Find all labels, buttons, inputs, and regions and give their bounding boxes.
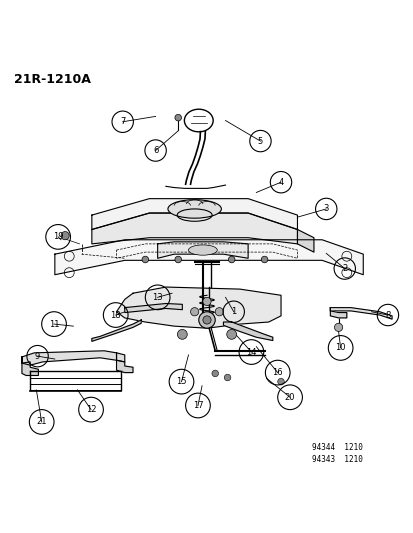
Text: 5: 5 <box>257 136 262 146</box>
Text: 15: 15 <box>176 377 186 386</box>
Polygon shape <box>22 357 38 375</box>
Circle shape <box>202 316 211 324</box>
Polygon shape <box>116 287 280 328</box>
Text: 14: 14 <box>246 348 256 357</box>
Circle shape <box>215 308 223 316</box>
Circle shape <box>175 115 181 121</box>
Polygon shape <box>330 308 346 318</box>
Polygon shape <box>297 230 313 252</box>
Polygon shape <box>330 308 391 319</box>
Text: 19: 19 <box>53 232 63 241</box>
Circle shape <box>211 370 218 377</box>
Polygon shape <box>92 213 297 244</box>
Text: 13: 13 <box>152 293 163 302</box>
Polygon shape <box>157 242 247 259</box>
Text: 9: 9 <box>35 352 40 361</box>
Text: 1: 1 <box>230 307 236 316</box>
Circle shape <box>277 378 284 385</box>
Circle shape <box>228 256 235 263</box>
Circle shape <box>334 323 342 332</box>
Text: 21R-1210A: 21R-1210A <box>14 73 90 86</box>
Text: 21: 21 <box>36 417 47 426</box>
Circle shape <box>177 329 187 340</box>
Circle shape <box>202 297 211 305</box>
Text: 94344  1210: 94344 1210 <box>312 443 362 453</box>
Circle shape <box>198 312 215 328</box>
Text: 2: 2 <box>341 264 347 273</box>
Text: 4: 4 <box>278 177 283 187</box>
Text: 11: 11 <box>49 320 59 328</box>
Circle shape <box>261 256 267 263</box>
Text: 94343  1210: 94343 1210 <box>312 455 362 464</box>
Text: 12: 12 <box>85 405 96 414</box>
Circle shape <box>61 231 69 240</box>
Polygon shape <box>116 353 133 373</box>
Text: 6: 6 <box>152 146 158 155</box>
Ellipse shape <box>168 200 221 218</box>
Polygon shape <box>92 320 141 341</box>
Polygon shape <box>92 199 297 230</box>
Text: 18: 18 <box>110 311 121 319</box>
Text: 8: 8 <box>385 311 390 319</box>
Circle shape <box>142 256 148 263</box>
Circle shape <box>226 329 236 340</box>
Text: 20: 20 <box>284 393 294 402</box>
Ellipse shape <box>188 245 217 255</box>
Text: 17: 17 <box>192 401 203 410</box>
Text: 16: 16 <box>272 368 282 377</box>
Circle shape <box>190 308 198 316</box>
Text: 10: 10 <box>335 343 345 352</box>
Text: 7: 7 <box>120 117 125 126</box>
Circle shape <box>224 374 230 381</box>
Polygon shape <box>55 240 362 274</box>
Polygon shape <box>124 303 182 312</box>
Circle shape <box>175 256 181 263</box>
Text: 3: 3 <box>323 205 328 213</box>
Polygon shape <box>223 322 272 341</box>
Polygon shape <box>22 351 124 365</box>
